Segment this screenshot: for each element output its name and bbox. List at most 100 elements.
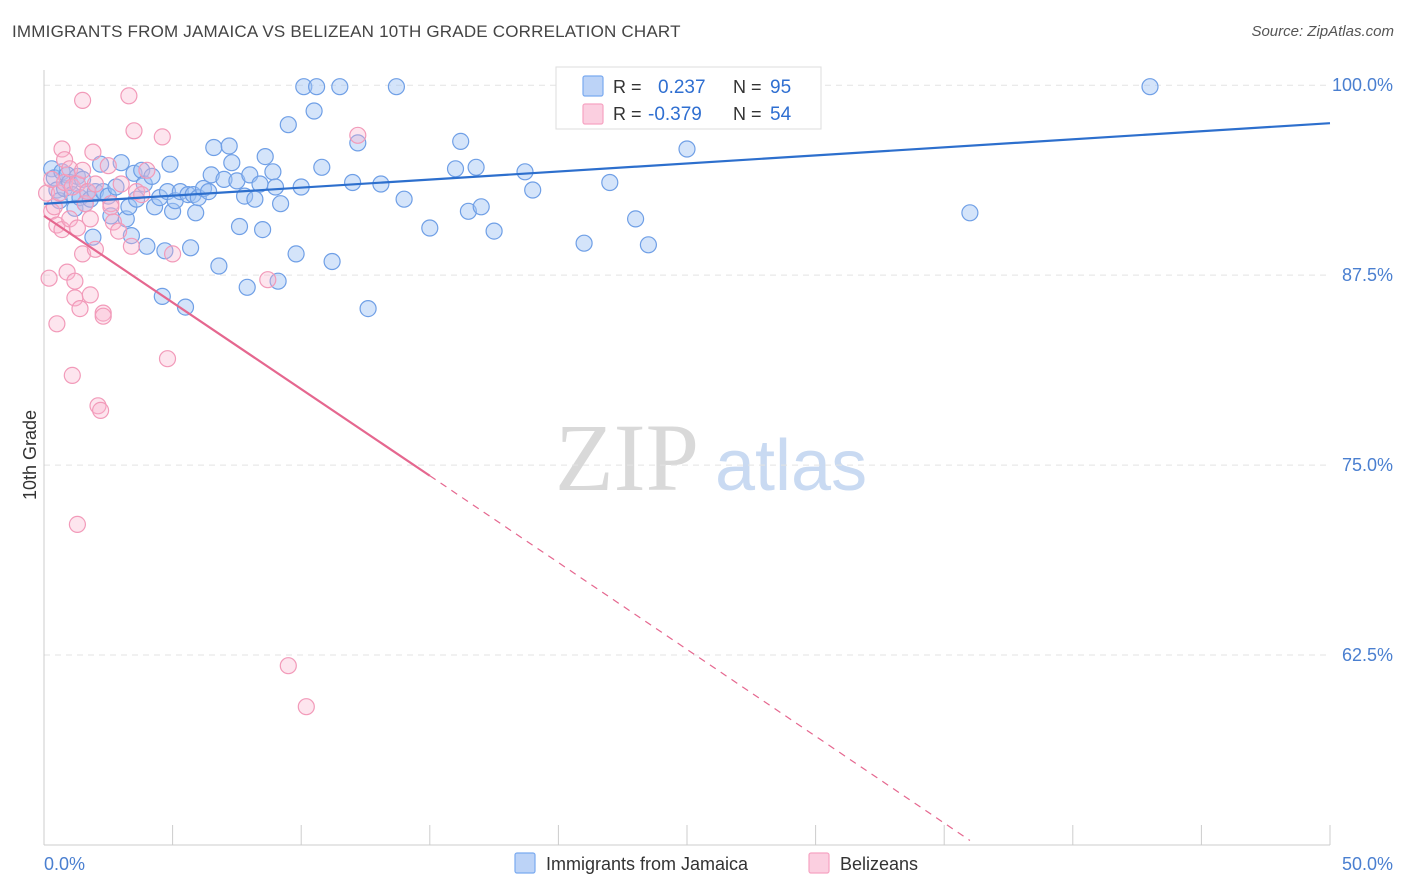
legend-label-jamaica: Immigrants from Jamaica — [546, 854, 749, 874]
jamaica-point — [308, 78, 326, 96]
jamaica-point — [395, 190, 413, 208]
belizean-point — [68, 219, 87, 237]
belizean-trend-line — [43, 214, 431, 477]
belizean-point — [349, 126, 367, 144]
belizean-point — [109, 222, 128, 240]
jamaica-point — [266, 178, 285, 196]
jamaica-point — [331, 78, 349, 96]
jamaica-point — [626, 210, 645, 228]
jamaica-point — [323, 252, 341, 271]
stats-legend: R = 0.237 N = 95 R = -0.379 N = 54 — [555, 66, 822, 130]
stats-r-label-pink: R = — [613, 104, 642, 124]
jamaica-point — [446, 160, 465, 178]
stats-r-value-blue: 0.237 — [658, 77, 706, 98]
grid-lines — [44, 84, 1330, 656]
jamaica-point — [230, 217, 249, 236]
belizean-point — [53, 140, 71, 158]
jamaica-point — [524, 181, 542, 199]
jamaica-point — [220, 137, 238, 155]
jamaica-point — [344, 173, 362, 192]
jamaica-point — [639, 236, 658, 254]
jamaica-point — [421, 219, 439, 237]
jamaica-point — [295, 78, 313, 96]
jamaica-point — [161, 155, 179, 173]
stats-r-label-blue: R = — [613, 77, 642, 97]
jamaica-point — [359, 300, 377, 318]
belizean-point — [91, 401, 110, 419]
jamaica-point — [961, 204, 979, 222]
jamaica-point — [215, 170, 233, 188]
jamaica-point — [313, 158, 331, 176]
jamaica-point — [210, 257, 228, 275]
jamaica-point — [467, 158, 485, 176]
chart-title: IMMIGRANTS FROM JAMAICA VS BELIZEAN 10TH… — [12, 22, 681, 41]
belizean-point — [81, 210, 99, 228]
jamaica-point — [264, 163, 282, 181]
jamaica-point — [187, 204, 205, 222]
belizean-point — [73, 245, 92, 263]
watermark-zip: ZIP — [555, 404, 699, 511]
stats-n-value-pink: 54 — [770, 104, 792, 125]
belizean-point — [102, 198, 120, 216]
legend-label-belizeans: Belizeans — [840, 854, 918, 874]
jamaica-point — [182, 239, 200, 257]
jamaica-point — [485, 222, 503, 240]
y-axis-title: 10th Grade — [20, 410, 40, 500]
jamaica-point — [387, 78, 405, 96]
belizean-point — [71, 300, 89, 318]
belizean-point — [125, 122, 143, 140]
jamaica-point — [459, 202, 477, 220]
belizean-point — [153, 128, 171, 146]
jamaica-point — [205, 138, 223, 157]
y-tick-label: 75.0% — [1342, 455, 1393, 475]
belizean-point — [122, 237, 140, 255]
jamaica-point — [112, 154, 130, 172]
belizean-point — [63, 366, 81, 384]
watermark-atlas: atlas — [715, 426, 867, 506]
jamaica-point — [452, 132, 470, 150]
stats-swatch-pink — [582, 103, 604, 125]
jamaica-point — [107, 178, 125, 196]
y-tick-label: 100.0% — [1332, 75, 1393, 95]
belizean-point — [120, 87, 138, 105]
jamaica-point — [516, 163, 534, 181]
belizean-point — [86, 175, 105, 193]
trend-lines — [43, 122, 1331, 841]
jamaica-point — [164, 202, 182, 220]
jamaica-point — [66, 199, 84, 217]
belizean-point — [73, 161, 92, 179]
jamaica-point — [1141, 78, 1159, 96]
jamaica-point — [223, 154, 241, 172]
stats-n-label-blue: N = — [733, 77, 762, 97]
belizean-point — [89, 397, 107, 415]
stats-n-label-pink: N = — [733, 104, 762, 124]
jamaica-point — [133, 161, 151, 179]
belizean-point — [99, 157, 117, 175]
x-tick-label: 50.0% — [1342, 854, 1393, 874]
stats-swatch-blue — [582, 75, 604, 97]
belizean-point — [61, 160, 79, 178]
jamaica-point — [200, 183, 218, 201]
y-tick-label: 62.5% — [1342, 645, 1393, 665]
belizean-point — [133, 186, 151, 204]
belizean-point — [158, 350, 177, 368]
jamaica-point — [238, 278, 256, 296]
jamaica-point — [601, 173, 619, 192]
belizean-trend-extension — [429, 475, 971, 841]
belizean-point — [279, 657, 297, 675]
stats-n-value-blue: 95 — [770, 77, 791, 98]
x-tick-label: 0.0% — [44, 854, 85, 874]
jamaica-point — [246, 190, 264, 208]
jamaica-point — [138, 237, 156, 255]
belizean-point — [112, 175, 130, 193]
jamaica-point — [254, 221, 272, 239]
belizean-point — [40, 269, 58, 287]
belizean-point — [48, 315, 66, 333]
belizean-point — [84, 143, 102, 161]
belizean-point — [164, 245, 182, 263]
jamaica-point — [287, 245, 305, 263]
jamaica-point — [272, 195, 290, 213]
jamaica-point — [472, 198, 490, 216]
jamaica-point — [575, 234, 593, 252]
tick-labels: 62.5% 75.0% 87.5% 100.0% 0.0% 50.0% — [43, 75, 1393, 874]
